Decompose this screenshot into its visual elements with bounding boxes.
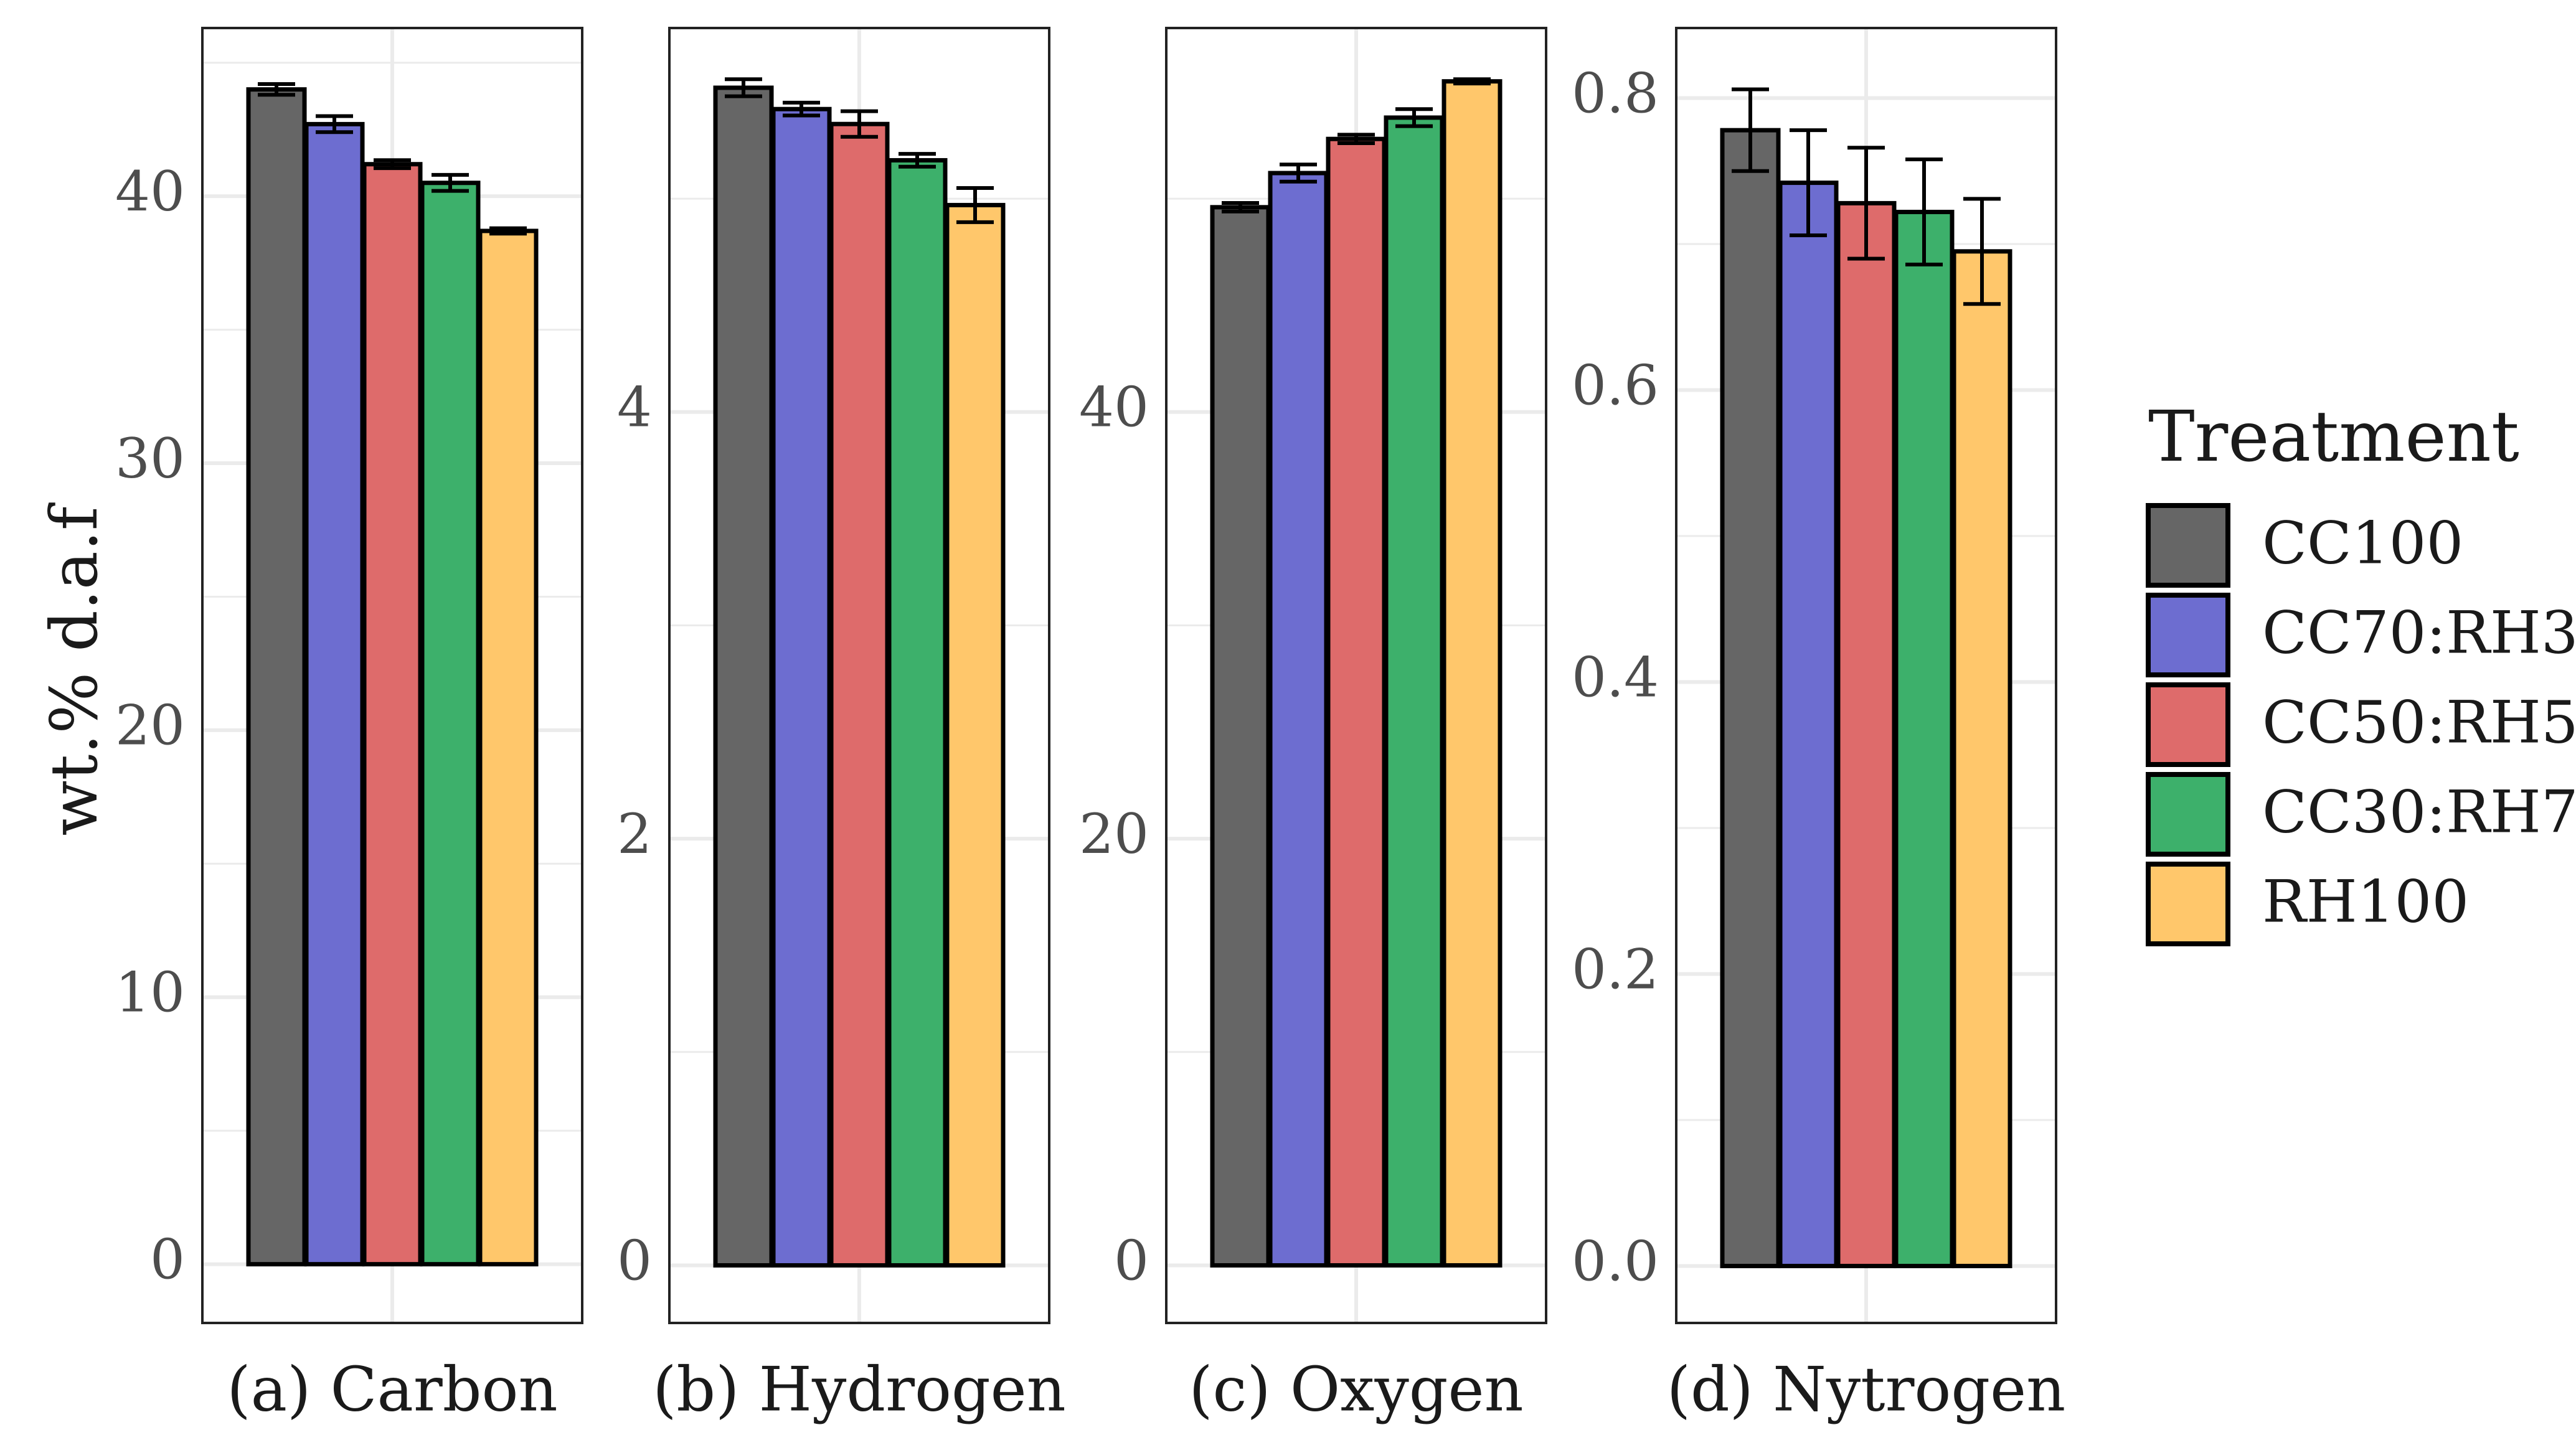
legend-entry: RH100 — [2146, 862, 2469, 946]
y-tick-label: 40 — [115, 159, 185, 224]
bar-cc70-rh30 — [771, 106, 832, 1268]
error-bar — [1338, 133, 1375, 146]
error-bar — [725, 77, 762, 98]
panel-title: (c) Oxygen — [1189, 1355, 1523, 1426]
bar-cc30-rh70 — [1384, 115, 1445, 1268]
error-bar — [258, 82, 295, 97]
error-bar — [1395, 107, 1433, 128]
y-tick-label: 20 — [115, 694, 185, 758]
bars — [1720, 87, 2012, 1269]
legend-label: CC50:RH50 — [2262, 689, 2576, 756]
error-bar — [316, 114, 353, 134]
bar-cc50-rh50 — [362, 162, 423, 1267]
y-tick-label: 0.8 — [1572, 61, 1659, 125]
panel-border — [1675, 27, 2057, 1324]
error-bar — [432, 172, 469, 193]
bar-rh100 — [945, 202, 1006, 1268]
bars — [1210, 77, 1503, 1268]
bar-cc50-rh50 — [829, 121, 890, 1268]
bar-cc70-rh30 — [304, 121, 365, 1267]
error-bar — [899, 152, 936, 169]
error-bar — [956, 186, 994, 224]
y-tick-label: 0 — [1114, 1228, 1149, 1292]
panel-border — [1165, 27, 1547, 1324]
bar-cc50-rh50 — [1326, 136, 1387, 1268]
y-tick-label: 10 — [115, 961, 185, 1025]
error-bar — [1732, 87, 1769, 173]
legend-entry: CC100 — [2146, 503, 2463, 588]
bars — [246, 82, 539, 1267]
error-bar — [489, 226, 527, 236]
bar-cc50-rh50 — [1836, 200, 1897, 1269]
y-tick-label: 4 — [617, 375, 652, 440]
y-tick-label: 0.0 — [1572, 1229, 1659, 1293]
panel-4: 0.0 0.2 0.4 0.6 0.8 (d) Nytrogen — [1572, 27, 2066, 1426]
legend-label: CC100 — [2262, 509, 2463, 577]
panel-2: 0 2 4 (b) Hydrogen — [617, 27, 1066, 1426]
error-bar — [1222, 200, 1259, 214]
y-tick-label: 30 — [115, 426, 185, 491]
error-bar — [1963, 197, 2001, 306]
legend: Treatment CC100 CC70:RH30 CC50:RH50 CC30:RH… — [2146, 397, 2576, 946]
legend-swatch — [2146, 772, 2230, 857]
panel-title: (a) Carbon — [227, 1355, 557, 1426]
error-bar — [1280, 162, 1317, 184]
panel-title: (b) Hydrogen — [653, 1355, 1066, 1426]
y-tick-label: 0.6 — [1572, 353, 1659, 417]
bar-rh100 — [1951, 249, 2012, 1269]
panel-3: 0 20 40 (c) Oxygen — [1079, 27, 1547, 1426]
y-tick-label: 20 — [1079, 802, 1149, 866]
panel-border — [668, 27, 1050, 1324]
error-bar — [841, 109, 878, 139]
legend-label: CC30:RH70 — [2262, 778, 2576, 846]
legend-label: CC70:RH30 — [2262, 599, 2576, 667]
error-bar — [374, 158, 411, 171]
error-bar — [1453, 77, 1491, 86]
y-tick-label: 2 — [617, 802, 652, 866]
bar-rh100 — [478, 228, 539, 1267]
panel-title: (d) Nytrogen — [1667, 1355, 2066, 1426]
bars — [713, 77, 1006, 1268]
bar-cc30-rh70 — [420, 181, 481, 1267]
legend-entry: CC30:RH70 — [2146, 772, 2576, 857]
bar-cc100 — [1210, 205, 1271, 1268]
panel-1: 0 10 20 30 40 (a) Carbon — [115, 27, 583, 1426]
y-tick-label: 0 — [617, 1228, 652, 1292]
legend-label: RH100 — [2262, 868, 2469, 936]
legend-swatch — [2146, 593, 2230, 677]
legend-title: Treatment — [2148, 397, 2519, 478]
error-bar — [1905, 158, 1943, 266]
error-bar — [1847, 146, 1885, 261]
y-tick-label: 0.4 — [1572, 645, 1659, 709]
error-bar — [783, 100, 820, 118]
y-tick-label: 0.2 — [1572, 937, 1659, 1001]
y-tick-label: 40 — [1079, 375, 1149, 440]
legend-entry: CC70:RH30 — [2146, 593, 2576, 677]
bar-cc30-rh70 — [887, 158, 948, 1268]
legend-swatch — [2146, 862, 2230, 946]
bar-rh100 — [1441, 79, 1503, 1268]
bar-cc100 — [1720, 128, 1781, 1269]
bar-cc100 — [713, 85, 774, 1268]
legend-entry: CC50:RH50 — [2146, 682, 2576, 767]
bar-cc100 — [246, 87, 307, 1267]
panel-border — [201, 27, 583, 1324]
bar-cc70-rh30 — [1778, 181, 1839, 1269]
bar-cc70-rh30 — [1268, 171, 1329, 1268]
y-tick-label: 0 — [150, 1227, 185, 1291]
legend-swatch — [2146, 682, 2230, 767]
y-axis-title: wt.% d.a.f — [36, 502, 112, 835]
legend-swatch — [2146, 503, 2230, 588]
bar-cc30-rh70 — [1894, 209, 1955, 1269]
error-bar — [1790, 128, 1827, 237]
